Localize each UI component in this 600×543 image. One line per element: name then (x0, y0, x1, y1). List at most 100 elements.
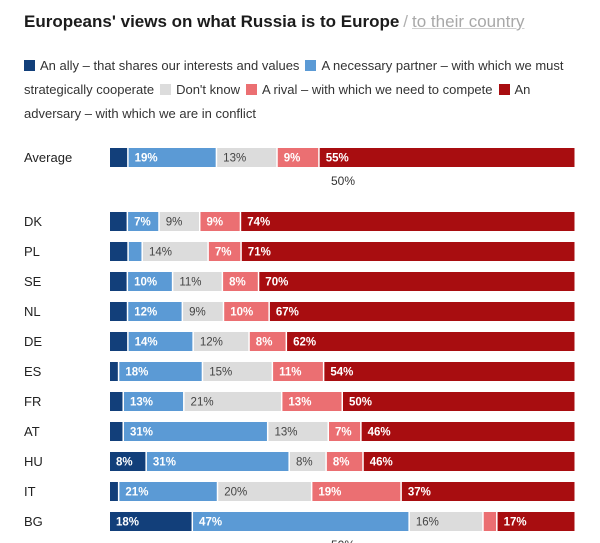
bar-segment (241, 242, 575, 261)
bar-segment (208, 242, 241, 261)
bar-segment (193, 512, 409, 531)
data-label: 20% (224, 487, 247, 499)
bar-segment (217, 148, 277, 167)
bar-segment (128, 242, 142, 261)
data-label: 16% (416, 517, 439, 529)
bar-segment (218, 482, 311, 501)
data-label: 9% (206, 217, 223, 229)
row-label: PL (24, 244, 40, 259)
bar-segment (483, 512, 497, 531)
row-label: DK (24, 214, 42, 229)
bar-segment (183, 302, 223, 321)
data-label: 71% (248, 247, 271, 259)
data-label: 74% (247, 217, 270, 229)
legend-item: An adversary – with which we are in conf… (24, 82, 530, 121)
data-label: 9% (284, 153, 301, 165)
bar-segment (142, 242, 208, 261)
bar-segment (401, 482, 575, 501)
legend-item: A necessary partner – with which we must… (24, 58, 564, 97)
bar-segment (110, 242, 128, 261)
bar-segment (203, 362, 272, 381)
bar-segment (128, 272, 172, 291)
data-label: 37% (408, 487, 431, 499)
data-label: 13% (274, 427, 297, 439)
legend-item: An ally – that shares our interests and … (24, 58, 299, 73)
data-label: 8% (333, 457, 350, 469)
data-label: 10% (134, 277, 157, 289)
bar-segment (110, 482, 118, 501)
data-label: 19% (318, 487, 341, 499)
data-label: 31% (153, 457, 176, 469)
bar-segment (224, 302, 269, 321)
bar-segment (110, 512, 192, 531)
title-main: Europeans' views on what Russia is to Eu… (24, 12, 400, 31)
bar-segment (110, 422, 123, 441)
data-label: 7% (215, 247, 232, 259)
data-label: 12% (200, 337, 223, 349)
data-label: 46% (370, 457, 393, 469)
bar-segment (110, 332, 128, 351)
data-label: 55% (326, 153, 349, 165)
data-label: 15% (209, 367, 232, 379)
legend-swatch (24, 60, 35, 71)
data-label: 54% (330, 367, 353, 379)
row-label: BG (24, 514, 43, 529)
legend-swatch (160, 84, 172, 95)
data-label: 8% (116, 457, 133, 469)
data-label: 7% (335, 427, 352, 439)
bar-segment (110, 272, 127, 291)
data-label: 11% (179, 277, 201, 289)
bar-segment (173, 272, 222, 291)
bar-segment (363, 452, 575, 471)
bar-segment (110, 212, 127, 231)
reference-label: 50% (331, 174, 355, 188)
bar-segment (287, 332, 575, 351)
bar-segment (324, 362, 575, 381)
data-label: 70% (265, 277, 288, 289)
bar-segment (110, 362, 118, 381)
bar-segment (268, 422, 328, 441)
data-label: 7% (134, 217, 151, 229)
row-label: IT (24, 484, 36, 499)
bar-segment (223, 272, 258, 291)
bar-segment (343, 392, 575, 411)
legend-label: A rival – with which we need to compete (261, 82, 493, 97)
legend-label: An adversary – with which we are in conf… (24, 82, 531, 121)
bar-segment (128, 212, 159, 231)
bar-segment (277, 148, 319, 167)
bar-segment (123, 392, 184, 411)
data-label: 47% (199, 517, 222, 529)
title-separator: / (403, 12, 409, 31)
bar-segment (128, 332, 193, 351)
reference-label: 50% (331, 538, 355, 543)
data-label: 8% (296, 457, 313, 469)
data-label: 14% (149, 247, 172, 259)
bar-segment (128, 148, 216, 167)
data-label: 67% (276, 307, 299, 319)
bar-segment (361, 422, 575, 441)
bar-segment (119, 482, 217, 501)
row-label: DE (24, 334, 42, 349)
data-label: 46% (368, 427, 391, 439)
title-toggle-country-link[interactable]: to their country (412, 12, 525, 31)
data-label: 19% (135, 153, 158, 165)
legend-label: A necessary partner – with which we must… (24, 58, 564, 97)
bar-segment (110, 392, 123, 411)
bar-segment (184, 392, 281, 411)
row-label: SE (24, 274, 42, 289)
bar-segment (409, 512, 483, 531)
data-label: 10% (230, 307, 253, 319)
row-label: HU (24, 454, 43, 469)
bar-segment (497, 512, 575, 531)
bar-segment (329, 422, 361, 441)
legend-item: A rival – with which we need to compete (245, 82, 493, 97)
data-label: 50% (349, 397, 372, 409)
data-label: 18% (125, 367, 148, 379)
data-label: 8% (256, 337, 273, 349)
data-label: 13% (130, 397, 153, 409)
bar-segment (146, 452, 289, 471)
bar-segment (241, 212, 575, 231)
bar-segment (193, 332, 249, 351)
bar-segment (110, 148, 128, 167)
